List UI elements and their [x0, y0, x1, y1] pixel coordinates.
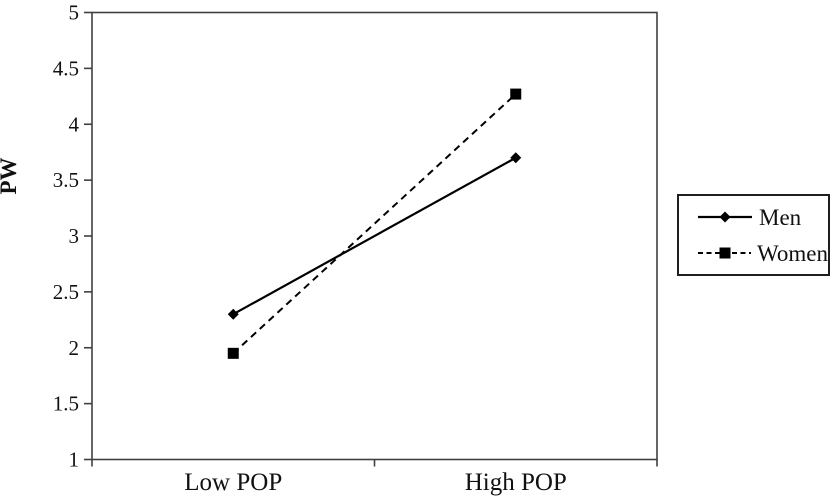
y-axis-title: PW — [0, 157, 21, 194]
legend-label-women: Women — [757, 240, 828, 266]
y-tick-label: 2.5 — [53, 280, 79, 304]
men-line-sample-icon — [698, 211, 752, 223]
legend-item-women: Women — [697, 242, 828, 265]
legend: Men Women — [677, 194, 830, 276]
marker-diamond-men — [227, 308, 239, 320]
y-tick-label: 3 — [69, 224, 80, 248]
y-tick-label: 4 — [69, 112, 80, 136]
legend-label-men: Men — [759, 204, 802, 230]
x-category-label: High POP — [465, 469, 567, 496]
marker-diamond-men — [510, 152, 522, 164]
y-tick-label: 3.5 — [53, 168, 79, 192]
y-tick-label: 1 — [69, 448, 80, 472]
series-line-women — [232, 93, 517, 355]
y-tick-label: 1.5 — [53, 392, 79, 416]
women-line-sample-icon — [698, 247, 752, 259]
x-category-label: Low POP — [184, 469, 282, 496]
marker-square-women — [510, 88, 522, 100]
legend-item-men: Men — [697, 206, 828, 229]
y-tick-label: 2 — [69, 336, 80, 360]
y-tick-label: 4.5 — [53, 56, 79, 80]
y-tick-label: 5 — [69, 1, 80, 25]
series-line-men — [232, 156, 517, 316]
marker-square-women — [227, 347, 239, 359]
